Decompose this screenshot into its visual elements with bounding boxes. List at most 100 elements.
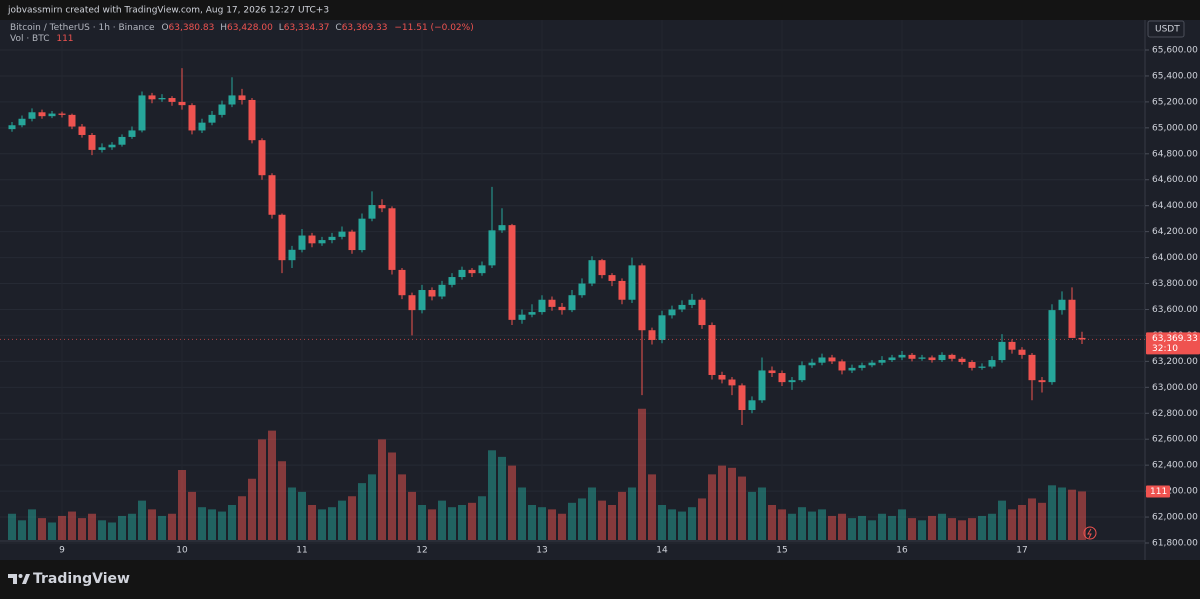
volume-bar xyxy=(828,515,836,540)
volume-bar xyxy=(418,505,426,540)
legend-letter: H xyxy=(220,23,227,33)
alert-icon[interactable] xyxy=(1083,526,1097,540)
volume-bar xyxy=(858,515,866,540)
volume-bar xyxy=(168,513,176,540)
volume-bar xyxy=(588,487,596,540)
candle-body xyxy=(148,95,156,100)
candle-body xyxy=(98,147,106,150)
volume-bar xyxy=(1068,489,1076,540)
candle-body xyxy=(308,235,316,244)
candle-body xyxy=(338,231,346,237)
credit: jobvassmirn created with TradingView.com… xyxy=(7,6,329,16)
volume-bar xyxy=(748,491,756,540)
volume-bar xyxy=(1028,498,1036,540)
legend-letter: L xyxy=(279,23,284,33)
candle-body xyxy=(738,385,746,411)
volume-bar xyxy=(368,474,376,540)
volume-bar xyxy=(278,461,286,540)
volume-bar xyxy=(818,509,826,540)
currency[interactable]: USDT xyxy=(1155,25,1180,35)
candle-body xyxy=(238,95,246,100)
volume-bar xyxy=(468,502,476,540)
volume-bar xyxy=(578,498,586,540)
candle-body xyxy=(568,295,576,311)
candle-body xyxy=(378,205,386,209)
volume-bar xyxy=(8,513,16,540)
candle-body xyxy=(1078,337,1086,340)
candle-body xyxy=(518,314,526,320)
candle-body xyxy=(478,265,486,274)
candle-body xyxy=(208,114,216,123)
candle-body xyxy=(658,315,666,340)
candle-body xyxy=(228,95,236,105)
candle-body xyxy=(548,299,556,307)
candle-body xyxy=(798,365,806,381)
candle-body xyxy=(348,231,356,251)
candle-body xyxy=(618,280,626,300)
candle-body xyxy=(288,249,296,261)
candle-body xyxy=(198,122,206,131)
volume-bar xyxy=(228,505,236,540)
candle-body xyxy=(158,98,166,100)
volume-bar xyxy=(928,515,936,540)
volume-bar xyxy=(118,515,126,540)
last-price-label: 63,369.33 xyxy=(1152,334,1198,344)
volume-bar xyxy=(788,513,796,540)
volume-bar xyxy=(518,487,526,540)
candle-body xyxy=(1008,341,1016,350)
volume-bar xyxy=(308,505,316,540)
legend: Bitcoin / TetherUS · 1h · Binance O63,38… xyxy=(10,23,474,33)
volume-bar xyxy=(38,518,46,540)
volume-bar xyxy=(1048,485,1056,540)
volume-bar xyxy=(768,505,776,540)
volume-bar xyxy=(188,491,196,540)
volume-bar xyxy=(288,487,296,540)
candle-body xyxy=(998,341,1006,361)
legend-value: 63,334.37 xyxy=(284,23,330,33)
volume-bar xyxy=(128,513,136,540)
volume-bar xyxy=(938,513,946,540)
candle-body xyxy=(1068,299,1076,338)
volume-bar xyxy=(238,496,246,540)
y-tick-label: 63,600.00 xyxy=(1152,305,1198,315)
currency-box[interactable] xyxy=(1147,20,1185,38)
x-tick-label: 17 xyxy=(1016,546,1027,556)
candle-body xyxy=(128,130,136,137)
candle-body xyxy=(138,95,146,131)
candle-body xyxy=(678,304,686,310)
candle-body xyxy=(178,101,186,106)
candle-body xyxy=(118,136,126,145)
volume-bar xyxy=(1058,487,1066,540)
volume-bar xyxy=(808,511,816,540)
candle-body xyxy=(728,379,736,386)
candle-body xyxy=(1028,354,1036,381)
candle-body xyxy=(608,275,616,281)
y-tick-label: 65,200.00 xyxy=(1152,97,1198,107)
candle-body xyxy=(278,214,286,261)
y-tick-label: 64,600.00 xyxy=(1152,175,1198,185)
candle-body xyxy=(898,354,906,358)
volume-bar xyxy=(698,498,706,540)
candle-body xyxy=(988,360,996,367)
volume-legend: Vol · BTC 111 xyxy=(10,34,74,44)
y-tick-label: 62,800.00 xyxy=(1152,409,1198,419)
x-tick-label: 12 xyxy=(416,546,427,556)
x-tick-label: 15 xyxy=(776,546,787,556)
legend-value: 63,380.83 xyxy=(169,23,215,33)
candle-body xyxy=(648,330,656,340)
candle-body xyxy=(368,205,376,219)
plot: 61,800.00 62,000.00 62,200.00 62,400.00 62,6… xyxy=(0,20,1198,556)
volume-bar xyxy=(688,507,696,540)
y-tick-label: 65,600.00 xyxy=(1152,46,1198,56)
candle-body xyxy=(218,104,226,115)
volume-bar xyxy=(658,505,666,540)
candle-body xyxy=(598,260,606,276)
volume-bar xyxy=(88,513,96,540)
volume-bar xyxy=(778,509,786,540)
volume-bar xyxy=(488,450,496,540)
candle-body xyxy=(468,269,476,274)
candle-body xyxy=(968,362,976,368)
volume-title: Vol · BTC xyxy=(10,34,49,44)
